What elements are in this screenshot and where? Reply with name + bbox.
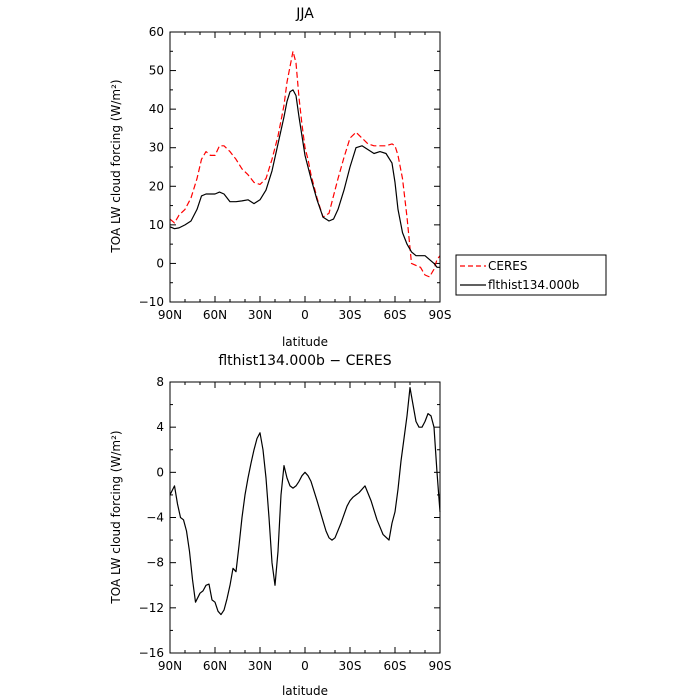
top-xtick-label: 90N bbox=[158, 308, 182, 322]
top-ytick-label: 20 bbox=[149, 179, 164, 193]
top-xtick-label: 0 bbox=[301, 308, 309, 322]
legend: CERES flthist134.000b bbox=[455, 254, 607, 296]
bottom-xtick-label: 60S bbox=[384, 659, 407, 673]
bottom-ytick-label: 8 bbox=[156, 375, 164, 389]
bottom-ytick-label: 0 bbox=[156, 465, 164, 479]
bottom-ytick-label: −16 bbox=[139, 646, 164, 660]
bottom-ytick-label: −4 bbox=[146, 511, 164, 525]
top-xtick-label: 30N bbox=[248, 308, 272, 322]
top-ytick-label: −10 bbox=[139, 295, 164, 309]
top-chart-series bbox=[169, 50, 441, 278]
top-xtick-label: 60S bbox=[384, 308, 407, 322]
top-ytick-label: 30 bbox=[149, 141, 164, 155]
top-xtick-label: 60N bbox=[203, 308, 227, 322]
bottom-chart-frame bbox=[169, 381, 441, 654]
top-chart-ticks: 90N 60N 30N 0 30S 60S 90S −10 0 10 20 30 40 50 60 bbox=[139, 25, 452, 322]
bottom-chart-ticks: 90N 60N 30N 0 30S 60S 90S −16 −12 −8 −4 0 4 8 bbox=[139, 375, 452, 673]
bottom-xtick-label: 90S bbox=[429, 659, 452, 673]
bottom-chart-title: flthist134.000b − CERES bbox=[218, 353, 391, 369]
top-chart-frame bbox=[169, 31, 441, 303]
top-ytick-label: 50 bbox=[149, 64, 164, 78]
top-chart-xlabel: latitude bbox=[282, 335, 328, 349]
legend-box bbox=[455, 254, 607, 296]
top-ytick-label: 10 bbox=[149, 218, 164, 232]
bottom-xtick-label: 0 bbox=[301, 659, 309, 673]
bottom-chart-xlabel: latitude bbox=[282, 684, 328, 698]
bottom-xtick-label: 30N bbox=[248, 659, 272, 673]
bottom-chart-panel: flthist134.000b − CERES TOA LW cloud for… bbox=[109, 353, 451, 698]
bottom-xtick-label: 30S bbox=[339, 659, 362, 673]
top-chart-title: JJA bbox=[295, 6, 314, 22]
bottom-ytick-label: −8 bbox=[146, 556, 164, 570]
bottom-xtick-label: 60N bbox=[203, 659, 227, 673]
legend-ceres-label: CERES bbox=[488, 259, 528, 273]
bottom-chart-series bbox=[169, 387, 441, 616]
bottom-series-difference-line bbox=[169, 387, 441, 616]
top-chart-panel: JJA TOA LW cloud forcing (W/m²) latitude… bbox=[109, 6, 607, 349]
top-xtick-label: 30S bbox=[339, 308, 362, 322]
top-series-ceres-line bbox=[169, 50, 441, 278]
top-chart-ylabel: TOA LW cloud forcing (W/m²) bbox=[109, 79, 123, 253]
top-ytick-label: 0 bbox=[156, 256, 164, 270]
bottom-ytick-label: −12 bbox=[139, 601, 164, 615]
top-series-flthist134-000b-line bbox=[169, 89, 440, 268]
top-xtick-label: 90S bbox=[429, 308, 452, 322]
bottom-chart-ylabel: TOA LW cloud forcing (W/m²) bbox=[109, 430, 123, 604]
top-ytick-label: 60 bbox=[149, 25, 164, 39]
bottom-xtick-label: 90N bbox=[158, 659, 182, 673]
top-ytick-label: 40 bbox=[149, 102, 164, 116]
legend-model-label: flthist134.000b bbox=[488, 278, 579, 292]
bottom-ytick-label: 4 bbox=[156, 420, 164, 434]
